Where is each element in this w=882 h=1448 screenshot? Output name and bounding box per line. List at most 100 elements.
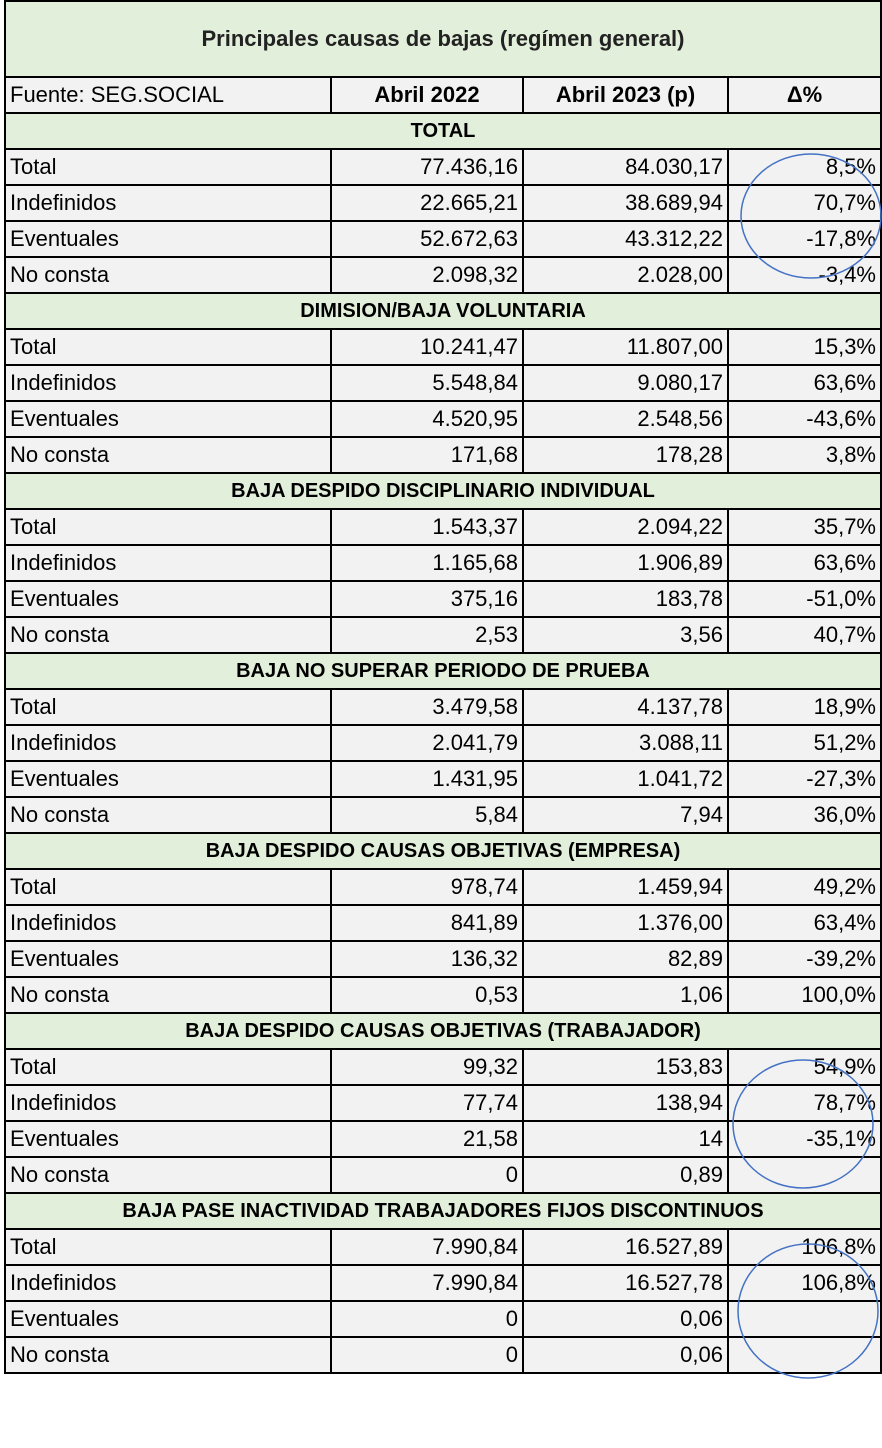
value-delta: 63,6% bbox=[727, 544, 882, 582]
table-row: Eventuales 21,58 14 -35,1% bbox=[4, 1120, 882, 1158]
value-abril-2022: 10.241,47 bbox=[330, 328, 524, 366]
table-row: Total 1.543,37 2.094,22 35,7% bbox=[4, 508, 882, 546]
value-abril-2023: 183,78 bbox=[522, 580, 729, 618]
table-row: Indefinidos 77,74 138,94 78,7% bbox=[4, 1084, 882, 1122]
value-abril-2022: 77.436,16 bbox=[330, 148, 524, 186]
table-row: Total 7.990,84 16.527,89 106,8% bbox=[4, 1228, 882, 1266]
value-delta: 63,6% bbox=[727, 364, 882, 402]
value-abril-2022: 2.098,32 bbox=[330, 256, 524, 294]
table-row: Eventuales 375,16 183,78 -51,0% bbox=[4, 580, 882, 618]
value-abril-2022: 1.165,68 bbox=[330, 544, 524, 582]
value-abril-2023: 9.080,17 bbox=[522, 364, 729, 402]
table-row: Indefinidos 7.990,84 16.527,78 106,8% bbox=[4, 1264, 882, 1302]
row-label: Total bbox=[4, 1048, 332, 1086]
row-label: Indefinidos bbox=[4, 544, 332, 582]
row-label: Indefinidos bbox=[4, 1264, 332, 1302]
section-title: BAJA DESPIDO CAUSAS OBJETIVAS (TRABAJADO… bbox=[4, 1012, 882, 1050]
value-delta: 36,0% bbox=[727, 796, 882, 834]
source-label: Fuente: SEG.SOCIAL bbox=[4, 76, 332, 114]
value-abril-2023: 0,06 bbox=[522, 1336, 729, 1374]
row-label: No consta bbox=[4, 436, 332, 474]
table-row: Indefinidos 5.548,84 9.080,17 63,6% bbox=[4, 364, 882, 402]
value-abril-2023: 153,83 bbox=[522, 1048, 729, 1086]
value-delta: 8,5% bbox=[727, 148, 882, 186]
value-abril-2022: 171,68 bbox=[330, 436, 524, 474]
value-abril-2022: 375,16 bbox=[330, 580, 524, 618]
value-delta: -39,2% bbox=[727, 940, 882, 978]
value-abril-2023: 3,56 bbox=[522, 616, 729, 654]
row-label: Indefinidos bbox=[4, 184, 332, 222]
value-abril-2022: 0,53 bbox=[330, 976, 524, 1014]
value-abril-2023: 2.028,00 bbox=[522, 256, 729, 294]
table-row: No consta 2.098,32 2.028,00 -3,4% bbox=[4, 256, 882, 294]
section-header-row: DIMISION/BAJA VOLUNTARIA bbox=[4, 292, 882, 330]
value-abril-2023: 2.548,56 bbox=[522, 400, 729, 438]
row-label: Eventuales bbox=[4, 580, 332, 618]
value-delta bbox=[727, 1156, 882, 1194]
table-row: No consta 0,53 1,06 100,0% bbox=[4, 976, 882, 1014]
value-abril-2022: 136,32 bbox=[330, 940, 524, 978]
table-row: Total 3.479,58 4.137,78 18,9% bbox=[4, 688, 882, 726]
value-abril-2023: 16.527,78 bbox=[522, 1264, 729, 1302]
section-header-row: BAJA PASE INACTIVIDAD TRABAJADORES FIJOS… bbox=[4, 1192, 882, 1230]
table-row: Total 978,74 1.459,94 49,2% bbox=[4, 868, 882, 906]
value-abril-2023: 3.088,11 bbox=[522, 724, 729, 762]
value-abril-2022: 978,74 bbox=[330, 868, 524, 906]
section-header-row: BAJA DESPIDO DISCIPLINARIO INDIVIDUAL bbox=[4, 472, 882, 510]
value-delta: 15,3% bbox=[727, 328, 882, 366]
value-abril-2022: 4.520,95 bbox=[330, 400, 524, 438]
value-abril-2023: 84.030,17 bbox=[522, 148, 729, 186]
row-label: Indefinidos bbox=[4, 1084, 332, 1122]
value-abril-2023: 0,06 bbox=[522, 1300, 729, 1338]
value-delta: 100,0% bbox=[727, 976, 882, 1014]
value-abril-2022: 3.479,58 bbox=[330, 688, 524, 726]
row-label: Indefinidos bbox=[4, 724, 332, 762]
value-abril-2022: 52.672,63 bbox=[330, 220, 524, 258]
row-label: Eventuales bbox=[4, 220, 332, 258]
column-header-delta: Δ% bbox=[727, 76, 882, 114]
value-abril-2023: 1.376,00 bbox=[522, 904, 729, 942]
row-label: Indefinidos bbox=[4, 904, 332, 942]
table-row: Total 77.436,16 84.030,17 8,5% bbox=[4, 148, 882, 186]
value-delta: 49,2% bbox=[727, 868, 882, 906]
row-label: Indefinidos bbox=[4, 364, 332, 402]
header-row: Fuente: SEG.SOCIAL Abril 2022 Abril 2023… bbox=[4, 76, 882, 114]
value-delta: 18,9% bbox=[727, 688, 882, 726]
value-delta: 106,8% bbox=[727, 1264, 882, 1302]
value-abril-2022: 2,53 bbox=[330, 616, 524, 654]
value-abril-2023: 14 bbox=[522, 1120, 729, 1158]
table-title: Principales causas de bajas (regímen gen… bbox=[4, 0, 882, 78]
row-label: No consta bbox=[4, 616, 332, 654]
row-label: Eventuales bbox=[4, 940, 332, 978]
row-label: Total bbox=[4, 328, 332, 366]
value-delta: 35,7% bbox=[727, 508, 882, 546]
value-abril-2022: 0 bbox=[330, 1300, 524, 1338]
value-abril-2022: 1.431,95 bbox=[330, 760, 524, 798]
value-delta: 40,7% bbox=[727, 616, 882, 654]
table-row: Eventuales 4.520,95 2.548,56 -43,6% bbox=[4, 400, 882, 438]
value-abril-2022: 22.665,21 bbox=[330, 184, 524, 222]
table-row: No consta 5,84 7,94 36,0% bbox=[4, 796, 882, 834]
table-row: Indefinidos 841,89 1.376,00 63,4% bbox=[4, 904, 882, 942]
value-abril-2023: 1.459,94 bbox=[522, 868, 729, 906]
column-header-abril-2023: Abril 2023 (p) bbox=[522, 76, 729, 114]
section-title: BAJA DESPIDO CAUSAS OBJETIVAS (EMPRESA) bbox=[4, 832, 882, 870]
row-label: No consta bbox=[4, 1156, 332, 1194]
value-abril-2022: 841,89 bbox=[330, 904, 524, 942]
row-label: Total bbox=[4, 148, 332, 186]
row-label: Eventuales bbox=[4, 1120, 332, 1158]
value-abril-2023: 1,06 bbox=[522, 976, 729, 1014]
value-abril-2023: 1.906,89 bbox=[522, 544, 729, 582]
section-header-row: BAJA DESPIDO CAUSAS OBJETIVAS (TRABAJADO… bbox=[4, 1012, 882, 1050]
table-row: Total 10.241,47 11.807,00 15,3% bbox=[4, 328, 882, 366]
value-abril-2023: 1.041,72 bbox=[522, 760, 729, 798]
title-row: Principales causas de bajas (regímen gen… bbox=[4, 0, 882, 78]
table-row: Eventuales 52.672,63 43.312,22 -17,8% bbox=[4, 220, 882, 258]
value-abril-2023: 4.137,78 bbox=[522, 688, 729, 726]
value-delta: -27,3% bbox=[727, 760, 882, 798]
value-abril-2022: 7.990,84 bbox=[330, 1228, 524, 1266]
row-label: Total bbox=[4, 508, 332, 546]
value-delta bbox=[727, 1336, 882, 1374]
value-delta: -3,4% bbox=[727, 256, 882, 294]
value-abril-2023: 16.527,89 bbox=[522, 1228, 729, 1266]
